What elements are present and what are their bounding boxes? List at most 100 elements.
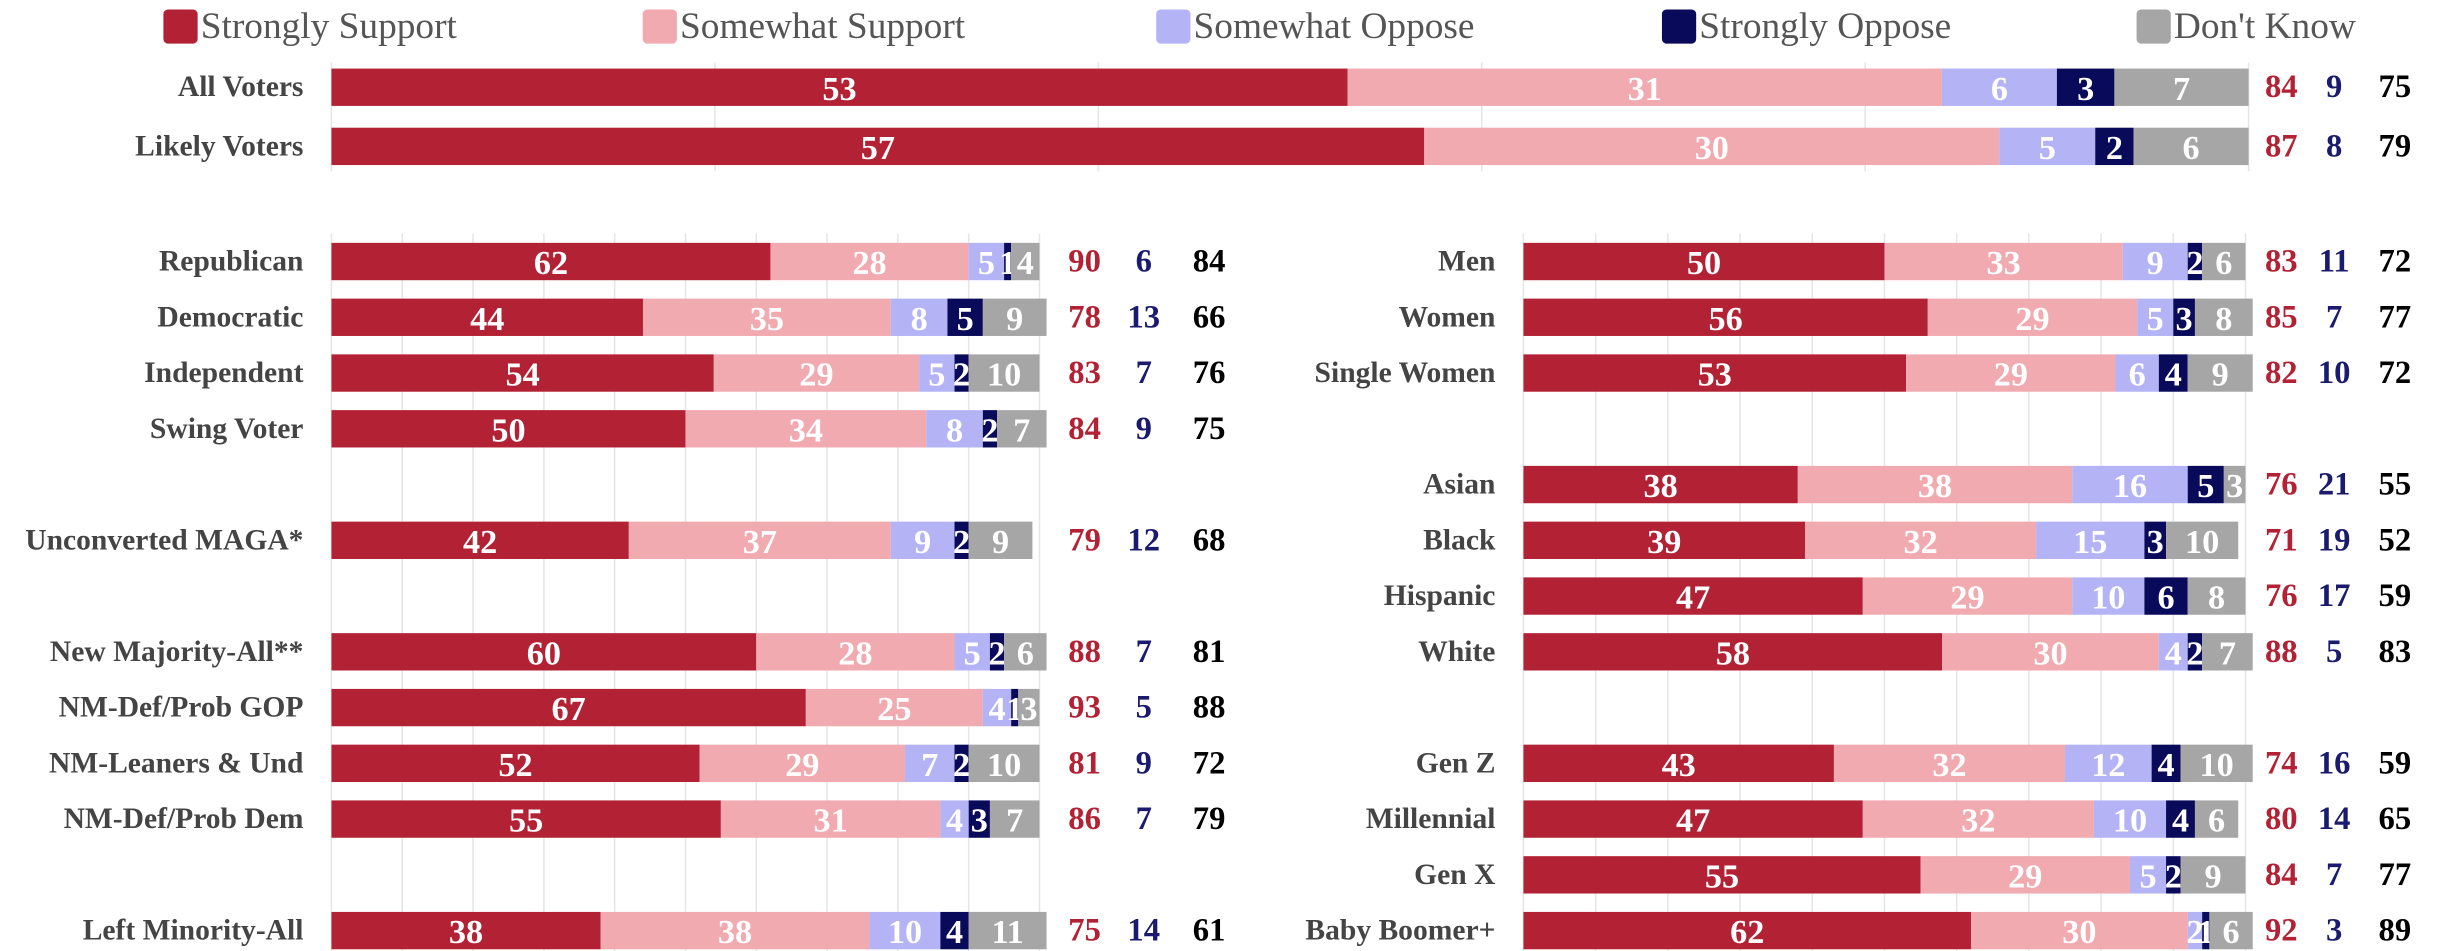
- total-label: 6: [1136, 244, 1152, 280]
- segment-label: 44: [470, 300, 504, 338]
- bar-segment: [968, 744, 1040, 783]
- bar-segment: [2144, 577, 2188, 615]
- segment-label: 5: [2039, 129, 2056, 167]
- segment-label: 4: [2165, 634, 2182, 672]
- segment-label: 53: [822, 70, 856, 108]
- total-label: 84: [1068, 411, 1101, 447]
- bar-segment: [1884, 242, 2123, 281]
- bar-segment: [2173, 298, 2195, 336]
- total-label: 81: [1068, 745, 1101, 781]
- total-label: 19: [2318, 522, 2351, 558]
- segment-label: 6: [1991, 70, 2008, 108]
- segment-label: 2: [2186, 244, 2203, 282]
- bar-segment: [2209, 911, 2253, 950]
- total-label: 9: [2326, 69, 2342, 105]
- total-label: 72: [2379, 244, 2412, 280]
- total-label: 75: [2379, 69, 2412, 105]
- total-label: 9: [1136, 411, 1152, 447]
- segment-label: 47: [1676, 802, 1710, 840]
- segment-label: 29: [799, 356, 833, 394]
- segment-label: 39: [1647, 523, 1681, 561]
- bar-segment: [947, 298, 983, 336]
- bar-segment: [600, 911, 870, 950]
- segment-label: 56: [1709, 300, 1743, 338]
- bar-segment: [331, 68, 1348, 106]
- bar-segment: [904, 744, 955, 783]
- total-label: 14: [2318, 801, 2351, 837]
- bar-segment: [1523, 744, 1834, 783]
- bar-segment: [2072, 465, 2188, 504]
- row-label: Black: [1423, 524, 1496, 556]
- bar-segment: [2036, 521, 2145, 559]
- segment-label: 7: [921, 746, 938, 784]
- segment-label: 2: [2106, 129, 2123, 167]
- bar-segment: [685, 410, 927, 448]
- total-label: 5: [1136, 690, 1152, 726]
- total-label: 52: [2379, 522, 2412, 558]
- legend-swatch: [642, 9, 677, 44]
- total-label: 14: [1127, 913, 1160, 949]
- total-label: 16: [2318, 745, 2351, 781]
- segment-label: 6: [2129, 356, 2146, 394]
- segment-label: 37: [743, 523, 777, 561]
- segment-label: 6: [2183, 129, 2200, 167]
- segment-label: 6: [1017, 634, 1034, 672]
- bar-segment: [2187, 577, 2246, 615]
- total-label: 3: [2326, 913, 2342, 949]
- bar-segment: [2180, 744, 2253, 783]
- row-label: All Voters: [178, 71, 304, 103]
- bar-segment: [2158, 354, 2188, 392]
- total-label: 87: [2265, 128, 2298, 164]
- segment-label: 33: [1986, 244, 2020, 282]
- bar-segment: [926, 410, 983, 448]
- bar-segment: [2194, 298, 2253, 336]
- segment-label: 9: [914, 523, 931, 561]
- bar-segment: [2180, 856, 2246, 894]
- bar-segment: [1004, 633, 1047, 671]
- bar-segment: [954, 744, 969, 783]
- total-label: 83: [1068, 355, 1101, 391]
- segment-label: 62: [534, 244, 568, 282]
- total-label: 79: [1193, 801, 1226, 837]
- segment-label: 5: [957, 300, 974, 338]
- bar-segment: [968, 354, 1040, 392]
- total-label: 71: [2265, 522, 2298, 558]
- bar-segment: [1999, 127, 2096, 166]
- segment-label: 43: [1662, 746, 1696, 784]
- segment-label: 2: [953, 746, 970, 784]
- segment-label: 35: [750, 300, 784, 338]
- bar-segment: [869, 911, 941, 950]
- legend-label: Somewhat Oppose: [1194, 6, 1475, 47]
- bar-segment: [890, 298, 948, 336]
- row-label: Left Minority-All: [83, 915, 304, 947]
- total-label: 79: [2379, 128, 2412, 164]
- segment-label: 2: [2186, 634, 2203, 672]
- bar-segment: [2187, 633, 2203, 671]
- segment-label: 60: [527, 634, 561, 672]
- total-label: 75: [1068, 913, 1101, 949]
- row-label: Baby Boomer+: [1305, 915, 1495, 947]
- segment-label: 10: [2199, 746, 2233, 784]
- segment-label: 42: [463, 523, 497, 561]
- bar-segment: [331, 410, 686, 448]
- bar-segment: [982, 688, 1012, 727]
- bar-segment: [2115, 354, 2159, 392]
- segment-label: 25: [877, 690, 911, 728]
- total-label: 21: [2318, 467, 2351, 503]
- bar-segment: [2133, 127, 2249, 166]
- bar-segment: [699, 744, 905, 783]
- total-label: 5: [2326, 634, 2342, 670]
- bar-segment: [2158, 633, 2188, 671]
- segment-label: 9: [2212, 356, 2229, 394]
- segment-label: 31: [814, 802, 848, 840]
- legend-label: Somewhat Support: [680, 6, 966, 47]
- segment-label: 7: [2173, 70, 2190, 108]
- segment-label: 10: [2113, 802, 2147, 840]
- bar-segment: [1523, 465, 1798, 504]
- total-label: 59: [2379, 745, 2412, 781]
- segment-label: 28: [838, 634, 872, 672]
- row-label: NM-Def/Prob Dem: [64, 803, 304, 835]
- segment-label: 2: [988, 634, 1005, 672]
- bar-segment: [1805, 521, 2037, 559]
